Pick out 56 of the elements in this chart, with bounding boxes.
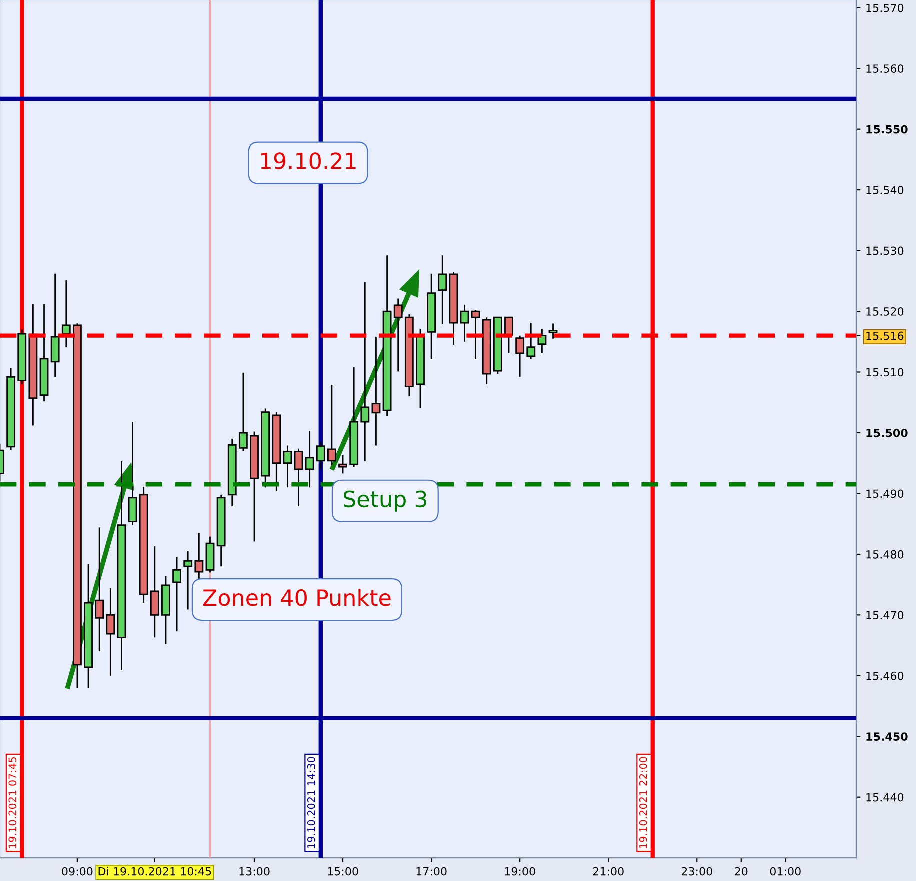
annotation: Setup 3 — [344, 490, 427, 512]
candlestick — [95, 527, 104, 652]
candlestick — [328, 384, 336, 466]
candlestick — [516, 335, 525, 378]
candlestick — [438, 254, 448, 325]
x-tick-label: 17:00 — [416, 867, 447, 876]
candlestick — [372, 336, 381, 446]
y-tick-label: 15.570 — [866, 4, 904, 12]
y-tick-label: 15.516 — [866, 332, 904, 340]
candlestick — [538, 328, 547, 354]
annotation: 19.10.21 — [261, 152, 356, 170]
candlestick — [360, 282, 370, 462]
x-tick-label: 21:00 — [593, 867, 624, 876]
ref-line-label: 19.10.2021 14:30 — [307, 757, 316, 848]
candlestick — [294, 448, 304, 508]
candlestick — [526, 322, 536, 360]
x-tick-label: 20 — [735, 867, 748, 876]
x-tick-label: Di 19.10.2021 10:45 — [98, 867, 212, 876]
candlestick — [283, 445, 292, 488]
candlestick — [238, 372, 248, 452]
candlestick — [504, 316, 514, 354]
x-tick-label: 01:00 — [770, 867, 801, 876]
y-tick-label: 15.460 — [866, 672, 904, 680]
candlestick — [338, 454, 348, 474]
y-tick-label: 15.550 — [866, 125, 908, 134]
candlestick — [394, 298, 403, 372]
x-tick-label: 19:00 — [505, 867, 536, 876]
candlestick — [194, 532, 204, 581]
y-tick-label: 15.560 — [866, 64, 904, 74]
x-tick-label: 13:00 — [240, 867, 270, 876]
x-tick-label: 23:00 — [682, 867, 712, 876]
ref-line-label: 19.10.2021 07:45 — [8, 757, 17, 848]
candlestick — [460, 304, 470, 343]
candlestick — [316, 441, 326, 470]
x-tick-label: 09:00 — [62, 867, 93, 876]
y-tick-label: 15.450 — [866, 732, 908, 742]
candlestick — [172, 556, 182, 632]
y-tick-label: 15.470 — [866, 611, 904, 620]
candlestick — [184, 550, 193, 610]
y-tick-label: 15.480 — [866, 550, 904, 559]
ref-line-label: 19.10.2021 22:00 — [639, 757, 648, 848]
candlestick — [150, 546, 160, 638]
y-tick-label: 15.500 — [866, 428, 908, 438]
candlestick — [106, 588, 116, 677]
candlestick — [128, 421, 138, 526]
y-tick-label: 15.530 — [866, 246, 904, 256]
annotation: Zonen 40 Punkte — [203, 589, 391, 606]
y-tick-label: 15.490 — [866, 490, 904, 498]
y-tick-label: 15.510 — [866, 368, 904, 377]
candlestick — [471, 310, 480, 360]
y-tick-label: 15.540 — [866, 186, 904, 194]
candlestick — [548, 322, 558, 340]
candlestick — [305, 430, 314, 488]
x-tick-label: 15:00 — [328, 867, 358, 876]
y-tick-label: 15.440 — [866, 793, 904, 802]
y-tick-label: 15.520 — [866, 308, 904, 316]
